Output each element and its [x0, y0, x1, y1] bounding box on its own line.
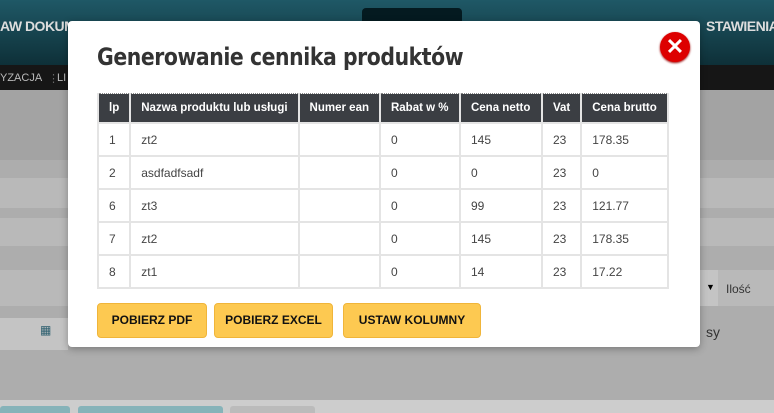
table-cell: 145: [458, 221, 543, 256]
column-header: Numer ean: [297, 93, 381, 124]
table-cell: 178.35: [580, 221, 669, 256]
download-excel-button[interactable]: POBIERZ EXCEL: [214, 303, 333, 338]
table-row: 8 zt1 0 14 23 17.22: [96, 254, 669, 289]
table-cell: 7: [96, 221, 132, 256]
table-cell: asdfadfsadf: [129, 155, 300, 190]
table-cell: 17.22: [580, 254, 669, 289]
table-cell: 0: [378, 188, 461, 223]
bottom-button[interactable]: [0, 406, 70, 413]
table-cell: 1: [96, 122, 132, 157]
table-cell: 23: [540, 188, 583, 223]
table-cell: 145: [458, 122, 543, 157]
table-cell: [297, 254, 381, 289]
table-row: 7 zt2 0 145 23 178.35: [96, 221, 669, 256]
table-cell: 0: [378, 122, 461, 157]
subnav-item[interactable]: YZACJA: [0, 72, 43, 84]
dropdown[interactable]: ▼: [700, 270, 718, 306]
nav-item[interactable]: AW DOKUM: [0, 18, 76, 34]
table-cell: 2: [96, 155, 132, 190]
bottom-button[interactable]: [78, 406, 223, 413]
close-icon[interactable]: ✕: [660, 32, 690, 62]
table-cell: [297, 122, 381, 157]
table-cell: zt2: [129, 221, 300, 256]
column-header: Rabat w %: [378, 93, 461, 124]
modal-title: Generowanie cennika produktów: [97, 43, 464, 71]
column-header: Cena netto: [458, 93, 543, 124]
table-cell: [297, 221, 381, 256]
column-header: lp: [96, 93, 132, 124]
subnav-item[interactable]: LI: [57, 72, 67, 84]
table-cell: 23: [540, 155, 583, 190]
nav-item-settings[interactable]: STAWIENIA: [706, 18, 774, 34]
calendar-icon[interactable]: ▦: [40, 323, 52, 337]
bottom-button[interactable]: [230, 406, 315, 413]
table-row: 2 asdfadfsadf 0 0 23 0: [96, 155, 669, 190]
table-row: 1 zt2 0 145 23 178.35: [96, 122, 669, 157]
table-cell: zt1: [129, 254, 300, 289]
table-cell: 23: [540, 221, 583, 256]
table-cell: zt2: [129, 122, 300, 157]
download-pdf-button[interactable]: POBIERZ PDF: [97, 303, 207, 338]
table-row: 6 zt3 0 99 23 121.77: [96, 188, 669, 223]
partial-label: sy: [706, 324, 720, 340]
table-cell: 178.35: [580, 122, 669, 157]
products-table: lp Nazwa produktu lub usługi Numer ean Raba…: [96, 93, 669, 289]
price-list-modal: Generowanie cennika produktów ✕ lp Nazwa …: [68, 21, 700, 347]
table-cell: 6: [96, 188, 132, 223]
table-cell: [297, 188, 381, 223]
table-cell: 14: [458, 254, 543, 289]
table-cell: 0: [378, 155, 461, 190]
table-cell: 121.77: [580, 188, 669, 223]
column-header: Nazwa produktu lub usługi: [129, 93, 300, 124]
qty-label: Ilość: [726, 282, 751, 296]
table-cell: 99: [458, 188, 543, 223]
table-cell: 23: [540, 254, 583, 289]
table-cell: 0: [458, 155, 543, 190]
set-columns-button[interactable]: USTAW KOLUMNY: [343, 303, 481, 338]
table-cell: 23: [540, 122, 583, 157]
column-header: Cena brutto: [580, 93, 669, 124]
table-cell: 0: [378, 221, 461, 256]
table-cell: 0: [580, 155, 669, 190]
table-cell: 0: [378, 254, 461, 289]
table-cell: zt3: [129, 188, 300, 223]
table-cell: 8: [96, 254, 132, 289]
table-cell: [297, 155, 381, 190]
column-header: Vat: [540, 93, 583, 124]
